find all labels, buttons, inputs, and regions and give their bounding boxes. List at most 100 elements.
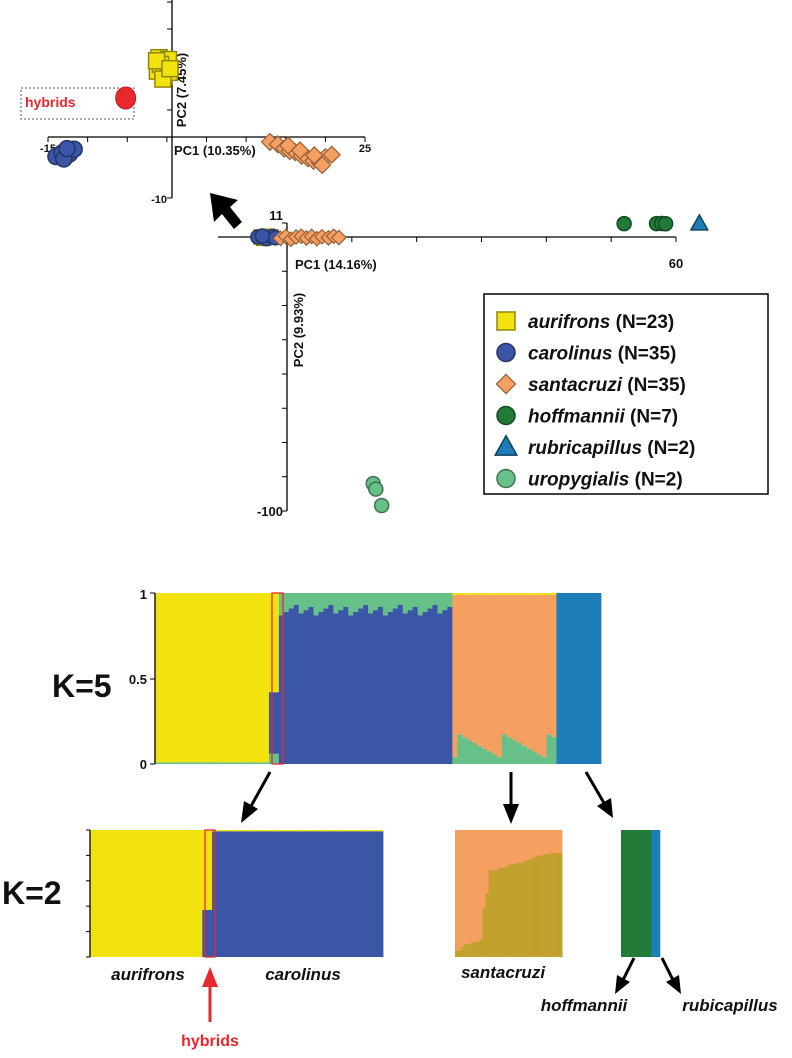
k5-bar-carolinus-carolinus <box>417 615 423 764</box>
k2-bar-aurifrons-aurifrons <box>104 830 110 957</box>
k5-bar-aurifrons-aurifrons <box>189 593 196 763</box>
main-x-max-label: 60 <box>669 256 683 271</box>
k2-bar-carolinus-carolinus <box>334 831 340 957</box>
k2-bar-hoffmannii <box>629 830 635 957</box>
k5-bar-carolinus-carolinus <box>288 608 295 764</box>
legend-marker-carolinus <box>496 342 516 363</box>
k5-bar-aurifrons-uropygialis <box>244 762 250 764</box>
k2-bar-aurifrons-aurifrons <box>158 830 164 957</box>
k5-tick-label-1: 1 <box>140 587 147 602</box>
inset-hybrids-label: hybrids <box>25 94 76 110</box>
k5-bar-santacruzi-santacruzi <box>551 594 557 738</box>
main-point-uropygialis <box>373 497 390 514</box>
k2-bar-carolinus-aurifrons <box>236 830 242 832</box>
k5-bar-aurifrons-aurifrons <box>219 593 225 763</box>
k2-bar-carolinus-aurifrons <box>378 830 384 832</box>
k2-bar-santacruzi-b <box>479 939 483 957</box>
main-x-axis-title: PC1 (14.16%) <box>295 257 377 272</box>
k2-bar-carolinus-carolinus <box>363 831 369 957</box>
k5-bar-aurifrons-uropygialis <box>204 762 210 764</box>
legend-item-aurifrons: aurifrons (N=23) <box>496 311 674 333</box>
k2-bar-aurifrons-aurifrons <box>109 830 115 957</box>
k5-label: K=5 <box>52 668 112 704</box>
k2-bar-carolinus-carolinus <box>280 831 286 957</box>
k5-bar-santacruzi-aurifrons <box>506 593 513 595</box>
k5-bar-santacruzi-santacruzi <box>482 594 488 749</box>
legend-box <box>483 293 769 495</box>
k5-bar-aurifrons-uropygialis <box>169 762 176 764</box>
k5-bar-aurifrons-aurifrons <box>169 593 176 763</box>
k5-bar-carolinus-uropygialis <box>368 593 374 614</box>
k2-bar-carolinus-aurifrons <box>319 830 325 832</box>
k2-bar-aurifrons-aurifrons <box>197 830 203 957</box>
arrow-line-3 <box>584 771 606 804</box>
k5-bar-carolinus-uropygialis <box>437 593 443 614</box>
k2-bar-santacruzi-a <box>461 830 465 957</box>
k5-bar-carolinus-uropygialis <box>432 593 438 605</box>
k2-bar-aurifrons-aurifrons <box>119 830 125 957</box>
k2-bar-aurifrons-aurifrons <box>148 830 154 957</box>
k5-bar-aurifrons-uropygialis <box>249 762 255 764</box>
k5-bar-santacruzi-uropygialis <box>536 754 542 764</box>
k5-bar-carolinus-uropygialis <box>338 593 344 611</box>
k2-bar-santacruzi-b <box>525 860 529 957</box>
k2-bar-carolinus-aurifrons <box>221 830 228 832</box>
legend-marker-hoffmannii <box>496 405 516 426</box>
k2-ticks <box>86 829 90 958</box>
k2-bar-santacruzi-b <box>488 870 493 957</box>
k2-bar-carolinus-carolinus <box>221 831 228 957</box>
k5-bar-carolinus-uropygialis <box>353 593 359 612</box>
k2-bar-santacruzi-b <box>494 870 499 957</box>
k2-bar-santacruzi-b <box>510 864 514 957</box>
k5-bar-hoffmannii_rubricapillus-rubricapillus <box>576 593 582 764</box>
k5-bar-carolinus-uropygialis <box>382 593 389 616</box>
k5-bar-carolinus-carolinus <box>293 604 300 764</box>
k2-bar-hoffmannii <box>647 830 652 957</box>
k5-bar-aurifrons-uropygialis <box>219 762 225 764</box>
k5-bar-santacruzi-uropygialis <box>541 757 547 764</box>
legend-item-uropygialis: uropygialis (N=2) <box>496 468 683 491</box>
k5-bar-santacruzi-uropygialis <box>546 734 552 764</box>
k5-bar-aurifrons-uropygialis <box>214 762 220 764</box>
k5-bar-santacruzi-uropygialis <box>462 737 468 764</box>
k5-bar-carolinus-uropygialis <box>363 593 369 605</box>
k2-bar-hoffmannii <box>638 830 643 957</box>
k2-bar-carolinus-carolinus <box>275 831 281 957</box>
k2-bar-santacruzi-b <box>461 946 465 957</box>
k5-bar-santacruzi-uropygialis <box>506 737 513 764</box>
legend-marker-rubricapillus <box>493 434 519 456</box>
k5-bar-carolinus-carolinus <box>328 604 334 764</box>
inset-point-santacruzi <box>290 141 310 160</box>
k2-bar-santacruzi-b <box>497 868 502 957</box>
k5-bar-santacruzi-santacruzi <box>477 594 483 746</box>
k2-bar-carolinus-carolinus <box>343 831 350 957</box>
k2-bar-santacruzi-b <box>555 852 560 957</box>
k5-bar-santacruzi-santacruzi <box>491 594 498 755</box>
k5-bar-aurifrons-aurifrons <box>224 593 230 763</box>
k5-bar-carolinus-carolinus <box>318 611 324 764</box>
k2-bar-carolinus-carolinus <box>256 831 262 957</box>
legend-item-santacruzi: santacruzi (N=35) <box>495 373 686 396</box>
k5-bar-hoffmannii_rubricapillus-rubricapillus <box>566 593 572 764</box>
k5-bar-carolinus-carolinus <box>308 606 314 764</box>
k2-bar-hoffmannii <box>621 830 626 957</box>
k5-bar-carolinus-carolinus <box>368 613 374 764</box>
arrow-rubicapillus-icon <box>666 975 681 994</box>
k5-bar-carolinus-uropygialis <box>442 593 448 611</box>
main-point-hoffmannii <box>616 215 632 232</box>
k5-bar-carolinus-carolinus <box>437 613 443 764</box>
k2-bar-santacruzi-a <box>464 830 468 957</box>
k5-bar-carolinus-uropygialis <box>373 593 379 611</box>
k2-bar-santacruzi-a <box>482 830 486 957</box>
hybrids-arrow-up-icon <box>202 967 218 987</box>
legend-label-carolinus: carolinus (N=35) <box>528 344 676 365</box>
k5-bar-santacruzi-santacruzi <box>501 594 508 735</box>
k5-plot: K=5 1 0.5 0 <box>52 587 602 772</box>
k5-bar-santacruzi-santacruzi <box>496 594 503 758</box>
k5-bar-santacruzi-santacruzi <box>531 594 537 752</box>
k5-bar-aurifrons-aurifrons <box>174 593 181 763</box>
k5-bar-santacruzi-santacruzi <box>487 594 493 752</box>
main-point-rubricapillus <box>689 213 710 231</box>
k2-bar-carolinus-aurifrons <box>241 830 247 832</box>
